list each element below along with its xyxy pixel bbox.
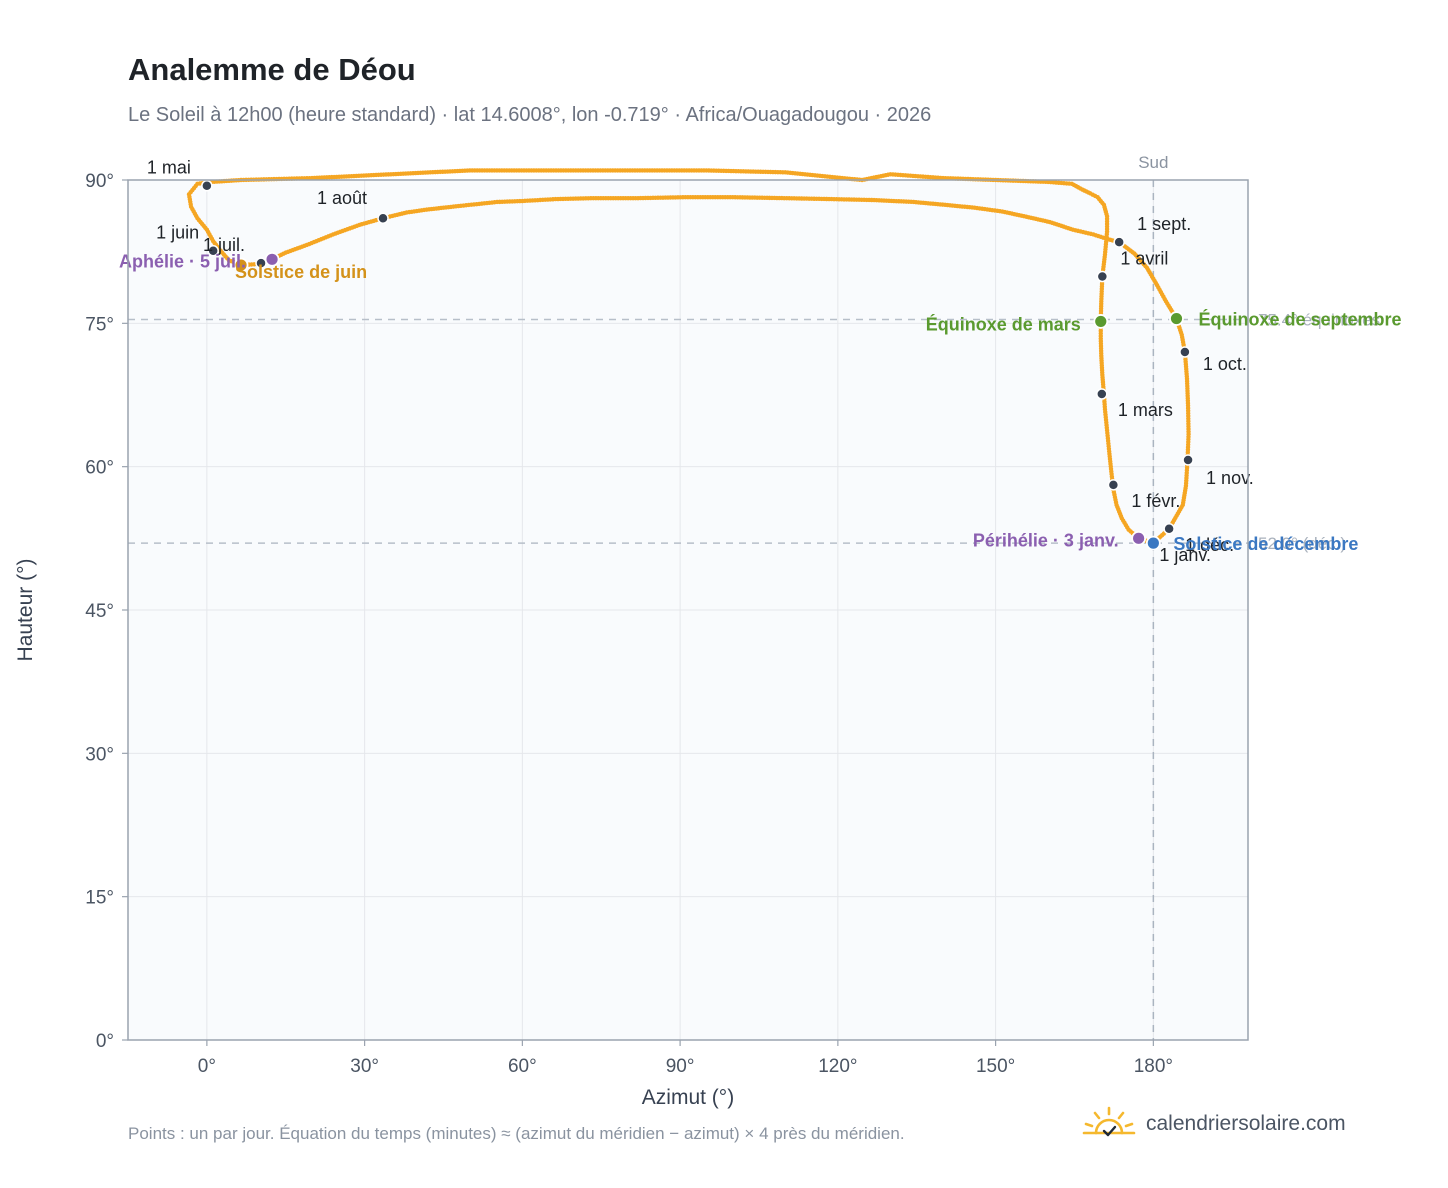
event-marker	[1145, 535, 1161, 551]
y-tick-label: 60°	[85, 458, 114, 479]
event-marker	[233, 257, 249, 273]
event-label: Aphélie · 5 juil.	[119, 251, 246, 271]
event-markers: Solstice de juin Solstice de décembre Équi…	[119, 251, 1402, 554]
y-axis-label: Hauteur (°)	[14, 559, 37, 662]
reference-line-label: 75.4° équinoxes	[1258, 311, 1380, 330]
page-title: Analemme de Déou	[128, 52, 416, 87]
reference-line-label: 52.0° (déc.)	[1258, 534, 1346, 553]
x-tick-label: 0°	[198, 1056, 216, 1077]
month-marker-label: 1 déc.	[1185, 535, 1234, 555]
y-tick-label: 90°	[85, 171, 114, 192]
y-tick-label: 0°	[96, 1031, 114, 1052]
event-marker	[1093, 314, 1109, 329]
event-label: Solstice de juin	[235, 262, 367, 282]
month-marker	[377, 212, 389, 224]
event-label: Périhélie · 3 janv.	[973, 530, 1119, 550]
event-marker	[264, 251, 280, 267]
month-marker-label: 1 oct.	[1203, 354, 1247, 374]
y-tick-label: 15°	[85, 888, 114, 909]
x-axis-label: Azimut (°)	[642, 1086, 734, 1109]
y-tick-label: 75°	[85, 314, 114, 335]
month-marker-label: 1 sept.	[1137, 214, 1191, 234]
y-tick-label: 45°	[85, 601, 114, 622]
axes: 0° 30° 60° 90° 120° 150° 180° 0° 15° 30° 45° 60° 75°…	[85, 171, 1173, 1077]
month-marker	[1096, 270, 1109, 283]
month-marker	[1113, 236, 1125, 248]
brand-name: calendriersolaire.com	[1146, 1112, 1346, 1135]
x-tick-label: 120°	[818, 1056, 857, 1077]
month-marker	[1182, 454, 1194, 466]
month-marker-label: 1 févr.	[1131, 491, 1180, 511]
month-marker	[207, 244, 219, 257]
y-tick-label: 30°	[85, 744, 114, 765]
month-marker-label: 1 nov.	[1206, 468, 1254, 488]
x-tick-label: 60°	[508, 1056, 537, 1077]
event-label: Solstice de décembre	[1173, 534, 1358, 554]
x-tick-label: 150°	[976, 1056, 1015, 1077]
month-marker-label: 1 août	[317, 188, 367, 208]
event-label: Équinoxe de septembre	[1198, 309, 1401, 330]
month-marker-label: 1 avril	[1120, 249, 1168, 269]
reference-lines: Sud 75.4° équinoxes 52.0° (déc.)	[128, 153, 1380, 1040]
month-marker-label: 1 mars	[1118, 400, 1173, 420]
month-marker	[1107, 479, 1120, 491]
event-marker	[1169, 311, 1184, 326]
south-line-label: Sud	[1138, 153, 1168, 172]
month-marker	[201, 179, 213, 192]
x-tick-label: 30°	[350, 1056, 379, 1077]
month-marker	[1179, 346, 1191, 358]
page-subtitle: Le Soleil à 12h00 (heure standard) · lat…	[128, 104, 932, 126]
month-marker-label: 1 juin	[156, 223, 199, 243]
event-marker	[1131, 530, 1147, 546]
month-marker-label: 1 janv.	[1159, 545, 1211, 565]
sun-check-icon	[1082, 1106, 1136, 1137]
month-marker-label: 1 mai	[147, 158, 191, 178]
x-tick-label: 90°	[666, 1056, 695, 1077]
footnote: Points : un par jour. Équation du temps …	[128, 1124, 905, 1143]
month-marker-label: 1 juil.	[203, 235, 245, 255]
x-tick-label: 180°	[1134, 1056, 1173, 1077]
event-label: Équinoxe de mars	[926, 313, 1081, 334]
brand[interactable]: calendriersolaire.com	[1082, 1106, 1346, 1142]
month-marker	[1163, 523, 1175, 535]
month-marker	[1096, 388, 1108, 400]
